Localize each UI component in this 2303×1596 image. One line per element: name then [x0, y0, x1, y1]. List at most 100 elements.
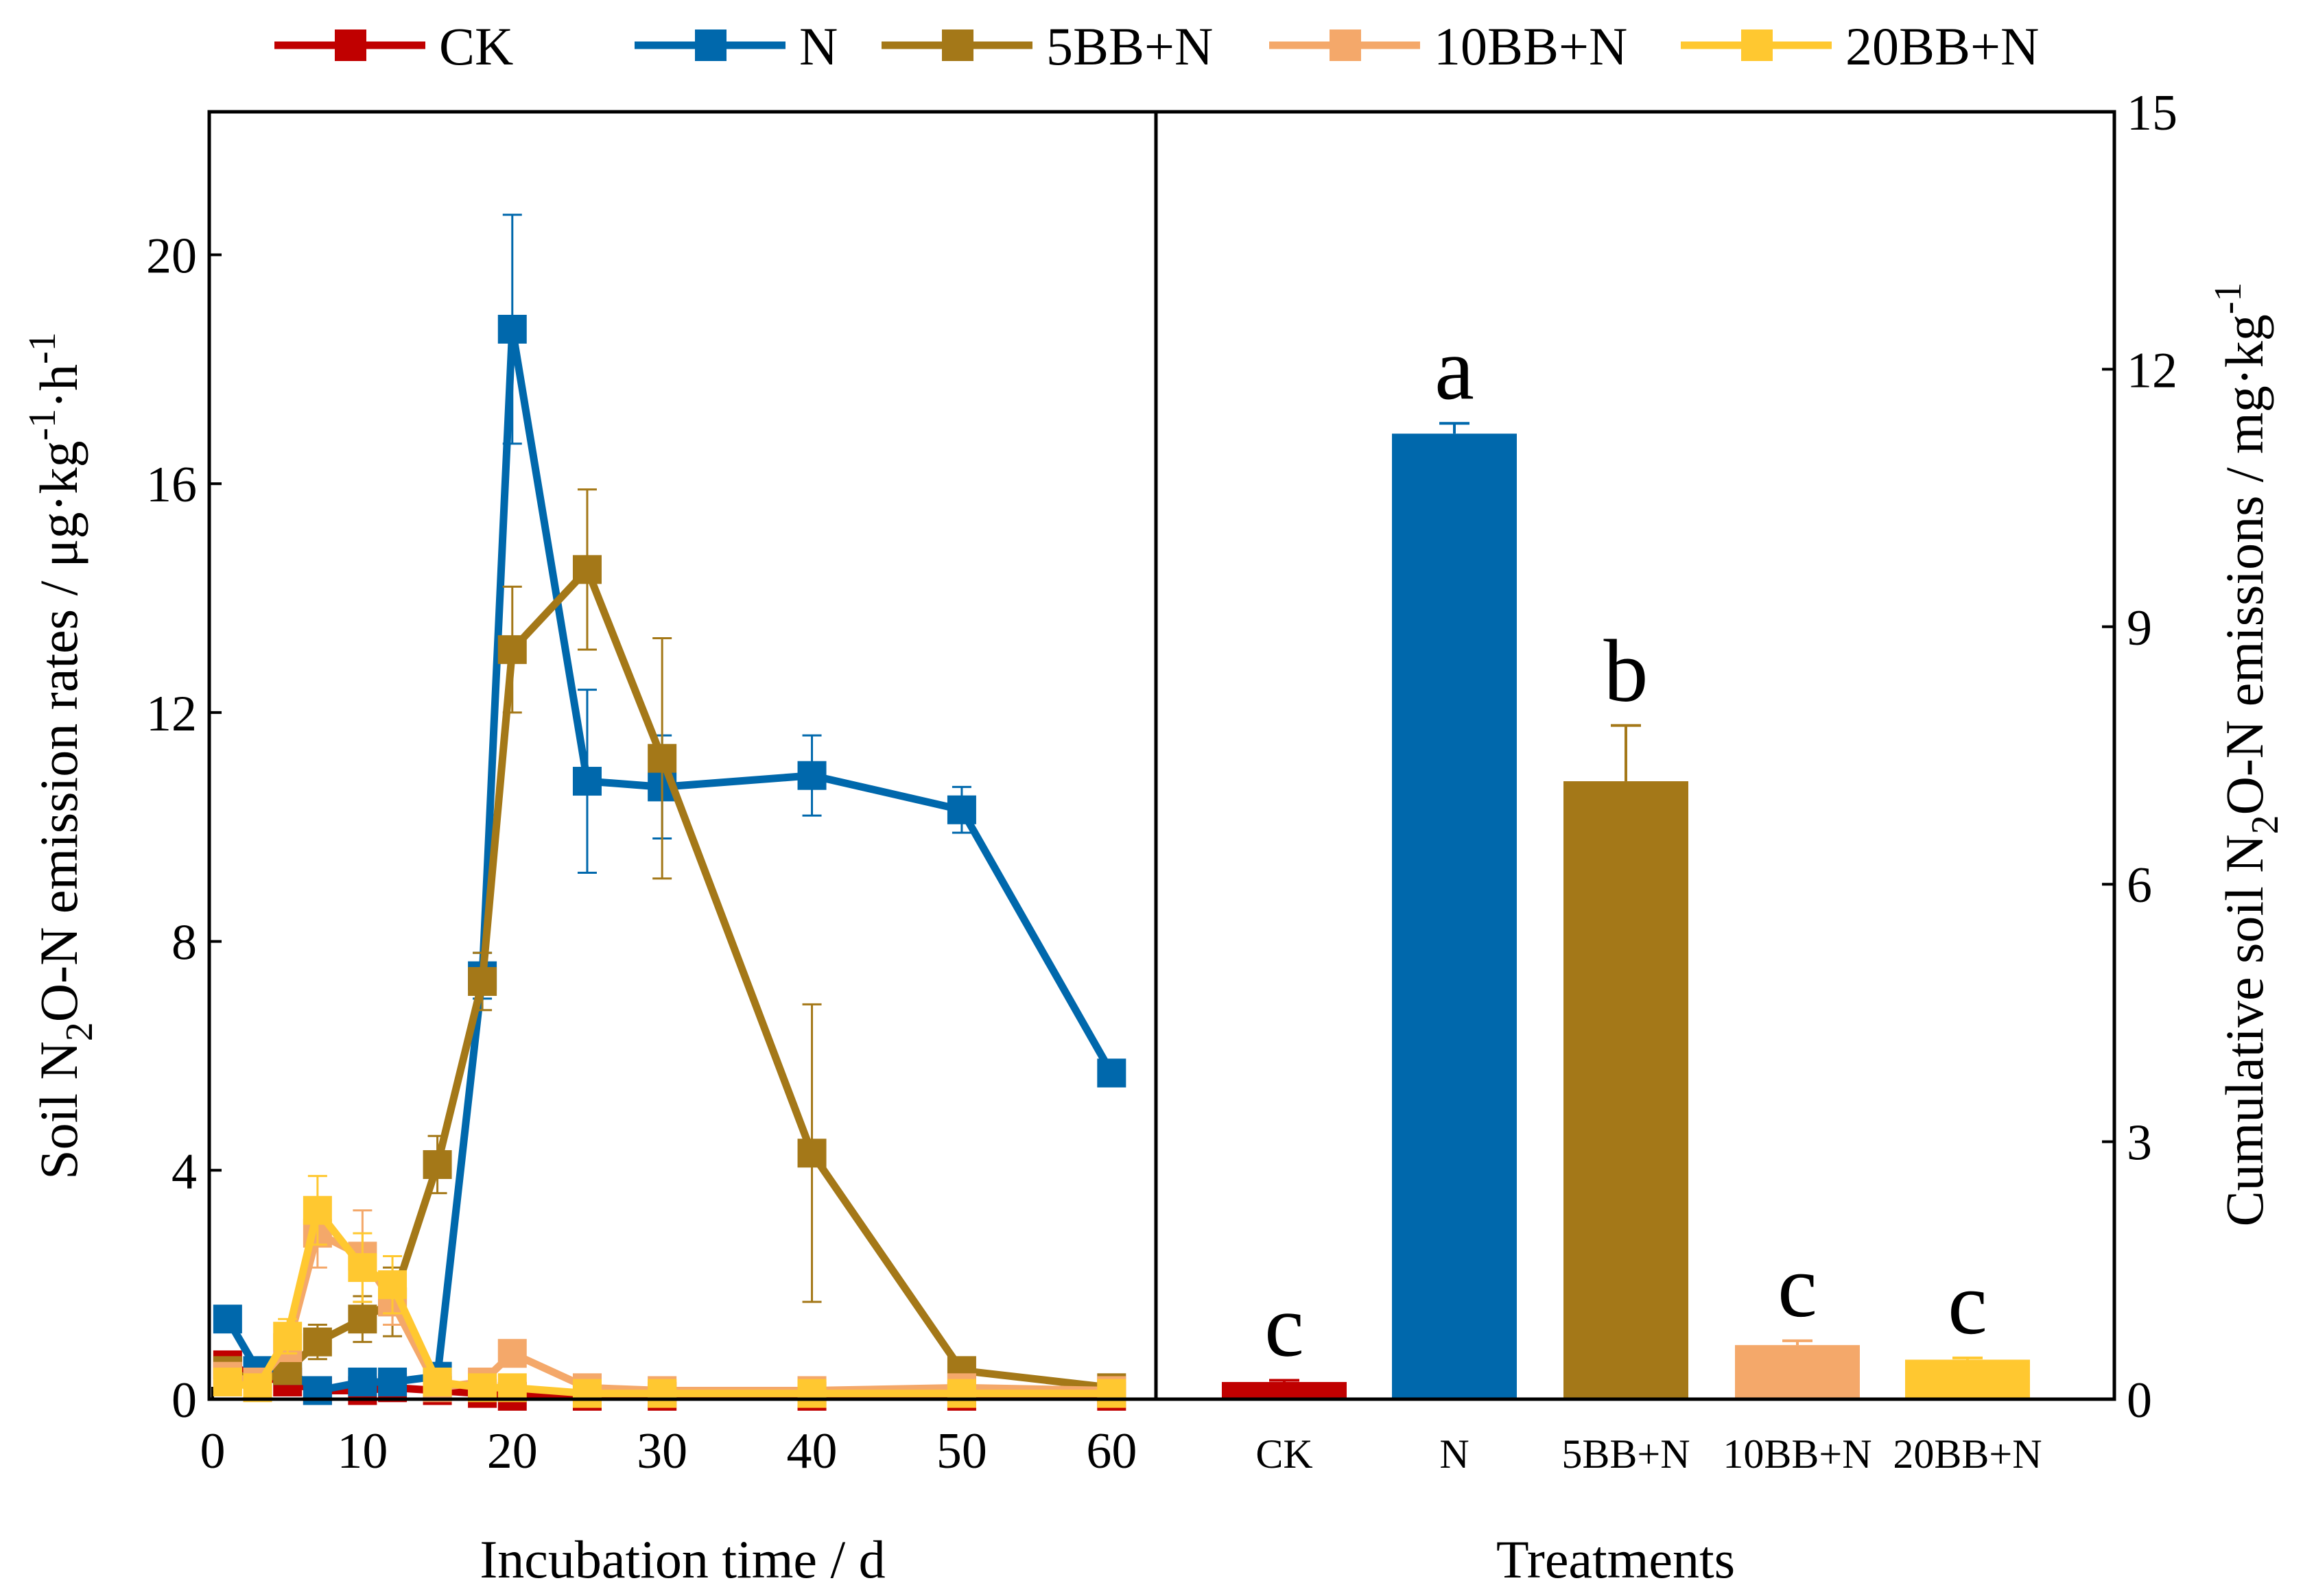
legend-marker — [695, 29, 727, 61]
y-tick-label-left: 8 — [172, 915, 197, 971]
x-tick-label-left: 10 — [337, 1423, 388, 1479]
x-axis-label-left: Incubation time / d — [480, 1529, 885, 1589]
data-point — [797, 1379, 827, 1408]
y-tick-label-left: 4 — [172, 1143, 197, 1200]
data-point — [497, 1339, 527, 1368]
data-point — [213, 1367, 242, 1396]
y-tick-label-left: 16 — [146, 457, 197, 513]
y-axis-label-left-part: Soil N — [29, 1041, 88, 1180]
y-tick-label-right: 3 — [2127, 1115, 2152, 1171]
plot-border — [207, 110, 2116, 1401]
data-point — [1097, 1058, 1126, 1088]
left-panel-line-chart: 0 4 8 12 16 20 0 10 20 30 40 50 60 Incubation time / … — [21, 213, 1137, 1589]
data-point — [797, 1139, 827, 1168]
data-point — [348, 1253, 377, 1283]
data-point — [797, 761, 827, 790]
data-point — [348, 1305, 377, 1334]
series-line — [224, 325, 1115, 1394]
data-point — [648, 743, 677, 773]
category-label: 20BB+N — [1893, 1431, 2042, 1477]
legend: CK N 5BB+N 10BB+N 20BB+N — [274, 16, 2039, 76]
data-point — [572, 1379, 602, 1408]
significance-letter: c — [1948, 1254, 1987, 1353]
y-axis-label-right-part: 2 — [2244, 815, 2287, 834]
data-point — [497, 1373, 527, 1403]
legend-marker — [1741, 29, 1773, 61]
y-axis-label-right-part: -1 — [2207, 283, 2249, 315]
bar-10bbplusn — [1735, 1345, 1860, 1399]
data-point — [378, 1367, 408, 1396]
category-label: CK — [1255, 1431, 1312, 1477]
data-point — [468, 967, 497, 997]
legend-label: 20BB+N — [1845, 16, 2039, 76]
significance-letter: c — [1264, 1276, 1304, 1375]
y-tick-label-left: 0 — [172, 1372, 197, 1429]
x-tick-label-left: 50 — [936, 1423, 987, 1479]
y-tick-label-right: 6 — [2127, 857, 2152, 914]
legend-entry-5bbplusn: 5BB+N — [882, 16, 1213, 76]
x-tick-label-left: 60 — [1086, 1423, 1137, 1479]
y-tick-label-right: 12 — [2127, 342, 2177, 398]
legend-entry-ck: CK — [274, 16, 513, 76]
data-point — [273, 1322, 303, 1351]
x-tick-label-left: 0 — [200, 1423, 226, 1479]
data-point — [213, 1305, 242, 1334]
data-point — [572, 555, 602, 584]
data-point — [423, 1367, 452, 1396]
data-point — [468, 1373, 497, 1403]
legend-label: 5BB+N — [1046, 16, 1213, 76]
data-point — [423, 1150, 452, 1179]
data-point — [303, 1327, 332, 1357]
y-axis-label-left-part: -1 — [21, 332, 64, 364]
y-tick-label-left: 12 — [146, 686, 197, 742]
y-axis-label-left: Soil N2O-N emission rates / μg·kg-1·h-1 — [21, 332, 101, 1180]
data-point — [572, 767, 602, 796]
y-tick-label-right: 0 — [2127, 1372, 2152, 1429]
series-20bbplusn — [213, 1175, 1126, 1408]
y-axis-label-left-part: 2 — [58, 1022, 101, 1041]
data-point — [378, 1270, 408, 1300]
y-axis-label-right-part: O-N emissions / mg·kg — [2215, 314, 2274, 815]
legend-marker — [335, 29, 366, 61]
bar-5bbplusn — [1563, 781, 1688, 1399]
y-axis-label-right: Cumulative soil N2O-N emissions / mg·kg-… — [2207, 283, 2287, 1227]
plot-frame — [207, 110, 2116, 1401]
x-tick-label-left: 20 — [487, 1423, 538, 1479]
y-axis-label-right-part: Cumulative soil N — [2215, 834, 2274, 1226]
x-tick-label-left: 40 — [787, 1423, 838, 1479]
legend-entry-10bbplusn: 10BB+N — [1269, 16, 1627, 76]
series-n — [213, 213, 1126, 1405]
bar-ck — [1222, 1381, 1347, 1399]
y-axis-label-left-part: ·h — [29, 364, 88, 409]
legend-marker — [1330, 29, 1361, 61]
legend-entry-20bbplusn: 20BB+N — [1681, 16, 2039, 76]
data-point — [1097, 1379, 1126, 1408]
x-axis-label-right: Treatments — [1496, 1529, 1735, 1589]
legend-label: N — [799, 16, 838, 76]
significance-letter: c — [1778, 1237, 1817, 1336]
y-axis-label-left-part: O-N emission rates / μg·kg — [29, 441, 88, 1023]
data-point — [947, 1379, 976, 1408]
bar-20bbplusn — [1905, 1359, 2030, 1399]
category-label: 10BB+N — [1723, 1431, 1871, 1477]
data-point — [497, 635, 527, 665]
significance-letter: b — [1604, 622, 1649, 721]
category-label: N — [1439, 1431, 1469, 1477]
legend-label: CK — [439, 16, 513, 76]
x-tick-label-left: 30 — [637, 1423, 687, 1479]
category-label: 5BB+N — [1561, 1431, 1690, 1477]
y-tick-label-right: 15 — [2127, 85, 2177, 141]
y-axis-label-left-part: -1 — [21, 409, 64, 441]
data-point — [303, 1195, 332, 1225]
data-point — [947, 795, 976, 824]
significance-letter: a — [1434, 320, 1474, 418]
data-point — [648, 1379, 677, 1408]
data-point — [243, 1373, 272, 1403]
legend-marker — [942, 29, 973, 61]
data-point — [348, 1367, 377, 1396]
right-panel-bar-chart: 0 3 6 9 12 15 c CK a Nb 5BB+N c 10BB+N c 20BB+N Treatme… — [1222, 85, 2287, 1589]
y-tick-label-right: 9 — [2127, 600, 2152, 656]
series-line — [226, 1206, 1112, 1398]
data-point — [497, 315, 527, 344]
